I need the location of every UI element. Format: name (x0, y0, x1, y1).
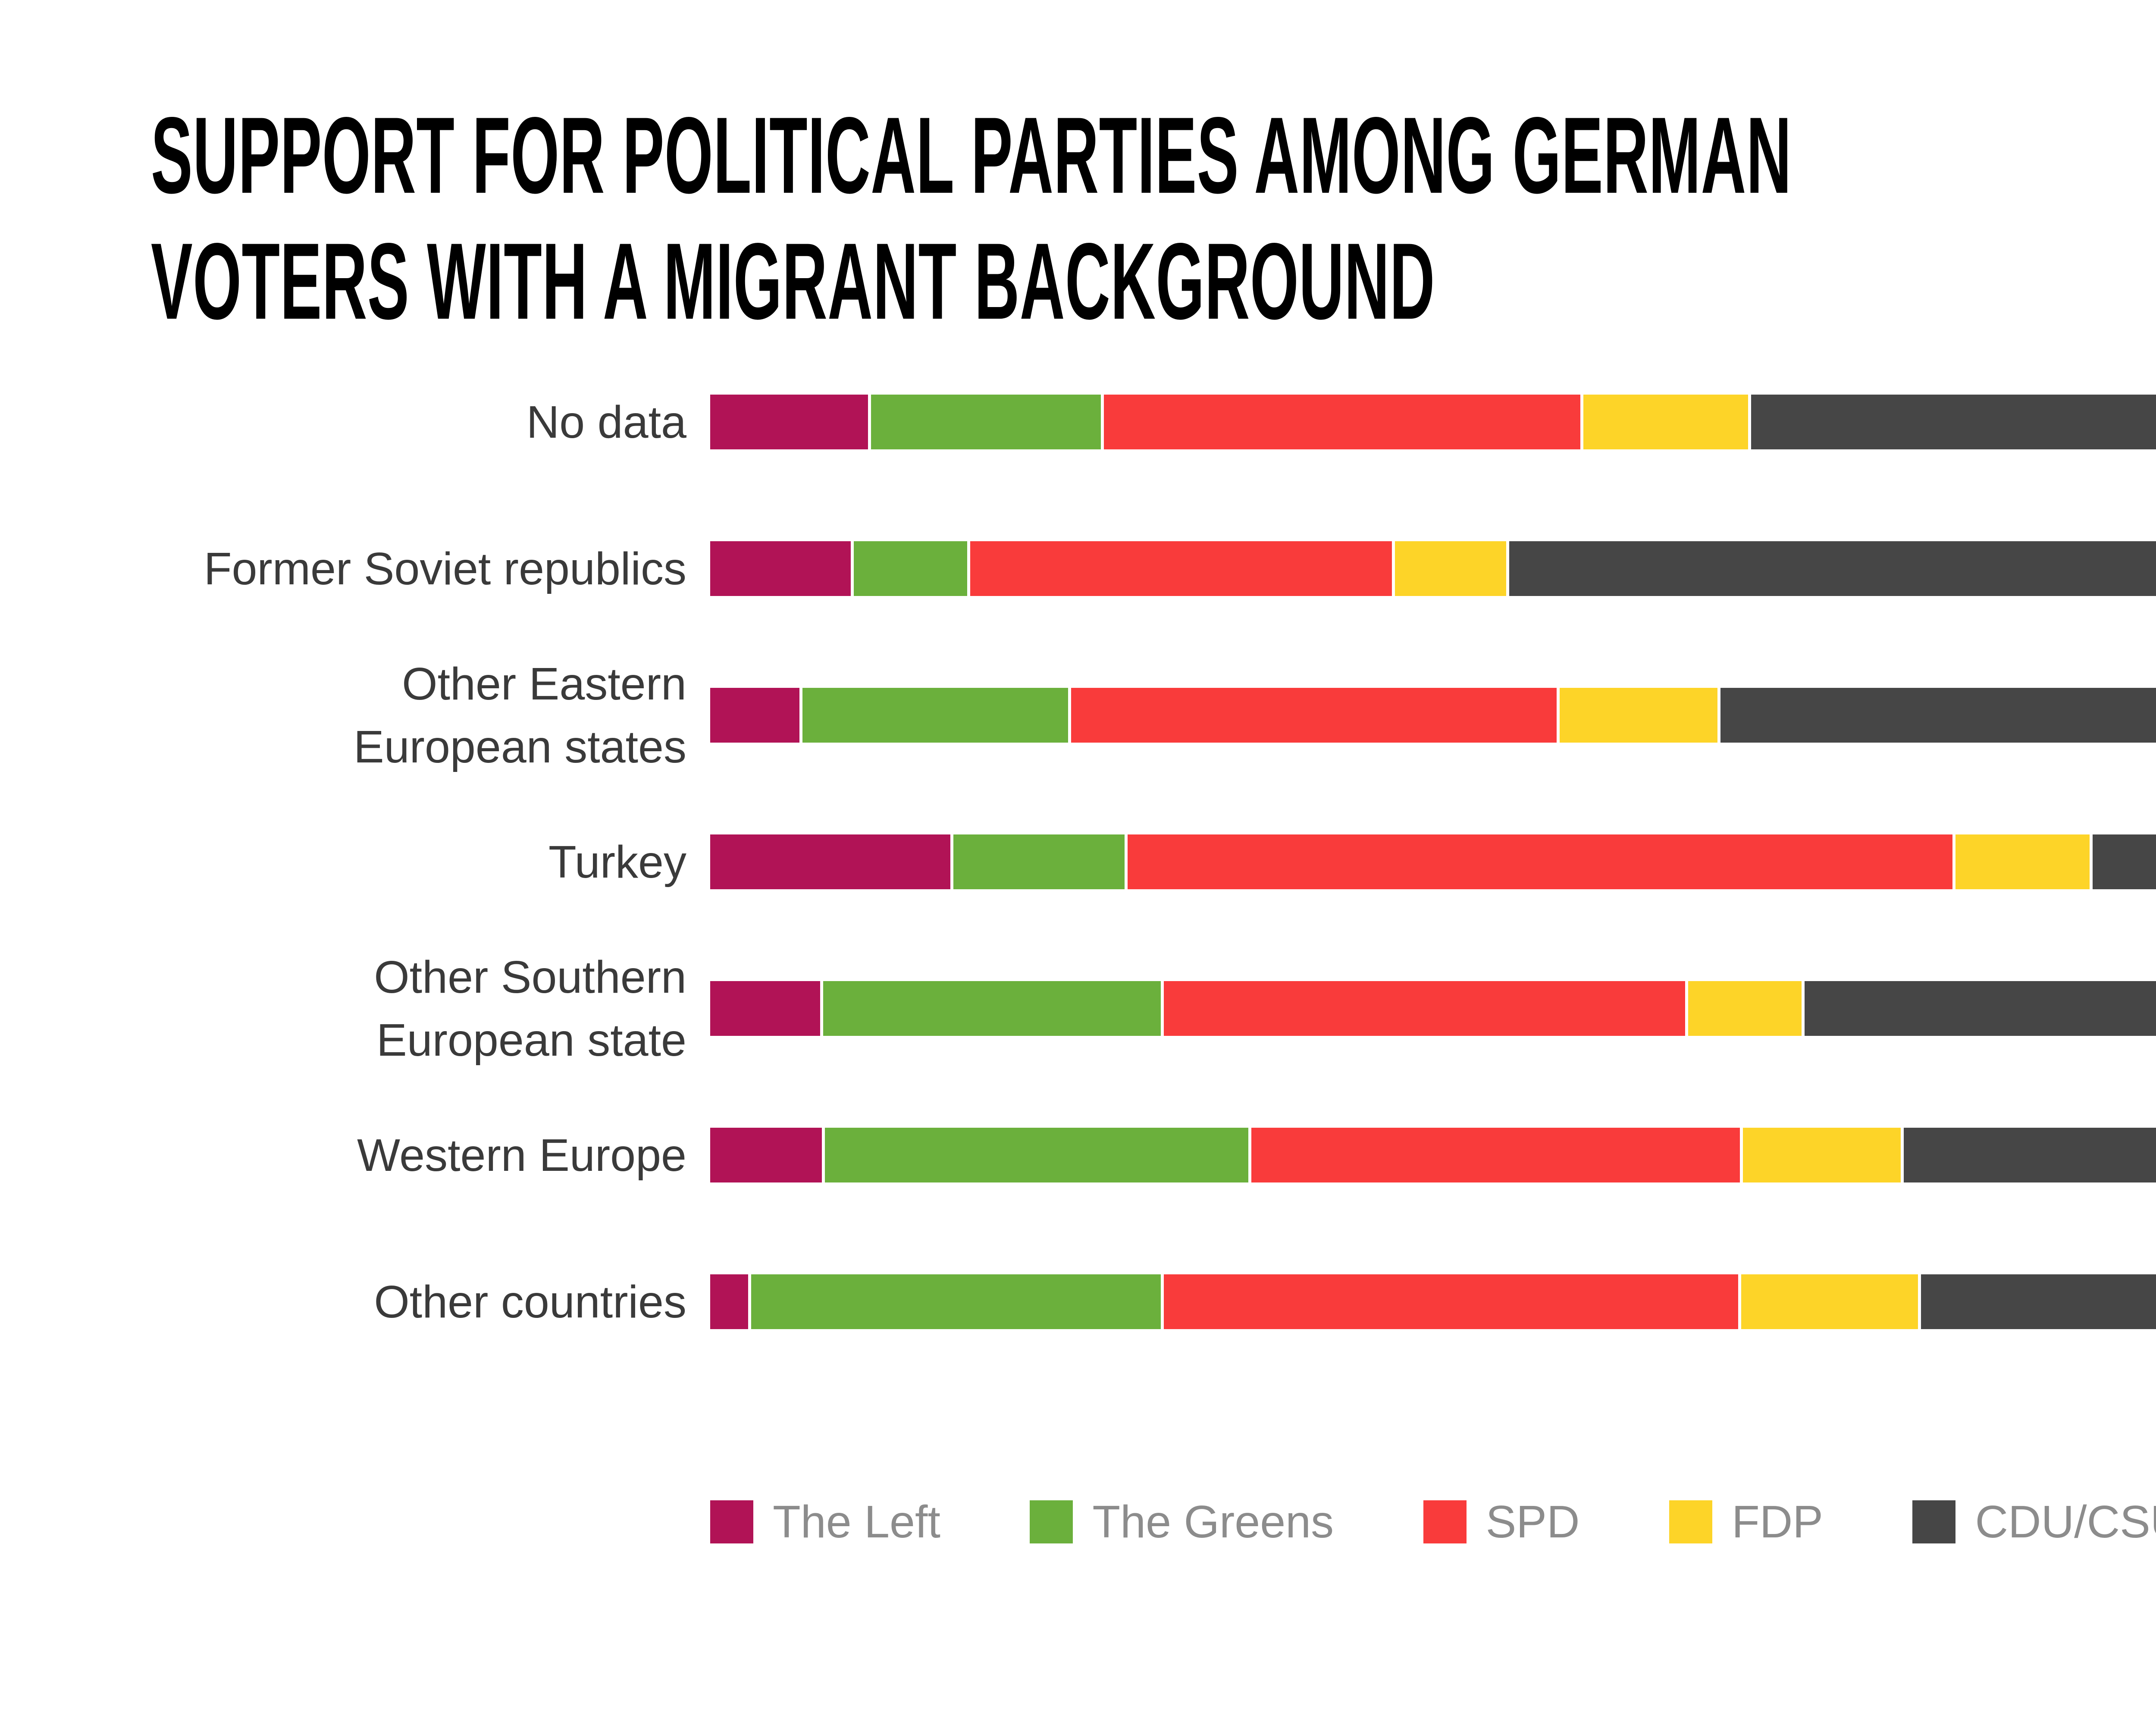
bar-segment-the-left (710, 834, 950, 889)
legend-label-the-left: The Left (773, 1496, 940, 1547)
bar-segment-the-greens (824, 1128, 1248, 1182)
bar-segment-cdu-csu (1904, 1128, 2156, 1182)
legend-label-cdu-csu: CDU/CSU (1975, 1496, 2156, 1547)
legend-swatch-the-left (710, 1500, 753, 1543)
bar-segment-spd (1164, 981, 1686, 1036)
bar-segment-spd (970, 541, 1392, 596)
category-label: Other Eastern European states (354, 658, 686, 772)
bar-segment-fdp (1583, 395, 1749, 449)
category-label: No data (526, 396, 686, 448)
bar-segment-the-left (710, 541, 851, 596)
legend-item-cdu-csu: CDU/CSU (1912, 1496, 2156, 1548)
legend-label-spd: SPD (1485, 1496, 1580, 1547)
bar-segment-cdu-csu (1751, 395, 2156, 449)
chart-title: SUPPORT FOR POLITICAL PARTIES AMONG GERM… (151, 93, 1792, 345)
stacked-bar (710, 541, 2156, 596)
bar-segment-cdu-csu (2092, 834, 2156, 889)
category-label: Other countries (374, 1276, 686, 1327)
bar-segment-the-greens (953, 834, 1125, 889)
chart-title-line2: VOTERS WITH A MIGRANT BACKGROUND (151, 221, 1435, 342)
bar-segment-spd (1071, 688, 1557, 743)
legend-label-the-greens: The Greens (1092, 1496, 1334, 1547)
stacked-bar (710, 1128, 2156, 1182)
legend-swatch-spd (1423, 1500, 1467, 1543)
bar-segment-cdu-csu (1720, 688, 2156, 743)
bar-segment-cdu-csu (1804, 981, 2156, 1036)
category-label: Western Europe (357, 1129, 686, 1181)
bar-segment-fdp (1741, 1274, 1918, 1329)
category-label: Turkey (548, 836, 686, 888)
bar-segment-cdu-csu (1921, 1274, 2156, 1329)
category-label: Other Southern European state (374, 951, 686, 1066)
bar-segment-the-greens (854, 541, 967, 596)
bar-segment-fdp (1395, 541, 1507, 596)
bar-segment-spd (1251, 1128, 1740, 1182)
legend-item-the-greens: The Greens (1030, 1496, 1334, 1548)
legend-swatch-cdu-csu (1912, 1500, 1956, 1543)
stacked-bar (710, 981, 2156, 1036)
legend-label-fdp: FDP (1732, 1496, 1823, 1547)
stacked-bar (710, 688, 2156, 743)
legend-item-the-left: The Left (710, 1496, 940, 1548)
bar-segment-the-greens (751, 1274, 1161, 1329)
bar-segment-fdp (1955, 834, 2090, 889)
stacked-bar (710, 395, 2156, 449)
bar-segment-fdp (1743, 1128, 1901, 1182)
legend-item-spd: SPD (1423, 1496, 1580, 1548)
bar-segment-spd (1103, 395, 1581, 449)
chart-title-line1: SUPPORT FOR POLITICAL PARTIES AMONG GERM… (151, 95, 1792, 216)
legend-swatch-the-greens (1030, 1500, 1073, 1543)
bar-segment-spd (1164, 1274, 1739, 1329)
bar-segment-the-left (710, 981, 820, 1036)
category-label: Former Soviet republics (204, 543, 686, 594)
bar-segment-cdu-csu (1509, 541, 2156, 596)
bar-segment-the-greens (823, 981, 1161, 1036)
bar-segment-the-greens (802, 688, 1069, 743)
bar-segment-the-left (710, 688, 799, 743)
bar-segment-the-left (710, 395, 868, 449)
bar-segment-the-left (710, 1274, 748, 1329)
bar-segment-spd (1128, 834, 1953, 889)
bar-segment-the-greens (871, 395, 1101, 449)
bar-segment-fdp (1559, 688, 1717, 743)
bar-segment-fdp (1688, 981, 1802, 1036)
legend-swatch-fdp (1669, 1500, 1712, 1543)
bar-segment-the-left (710, 1128, 822, 1182)
stacked-bar (710, 1274, 2156, 1329)
stacked-bar (710, 834, 2156, 889)
legend-item-fdp: FDP (1669, 1496, 1823, 1548)
